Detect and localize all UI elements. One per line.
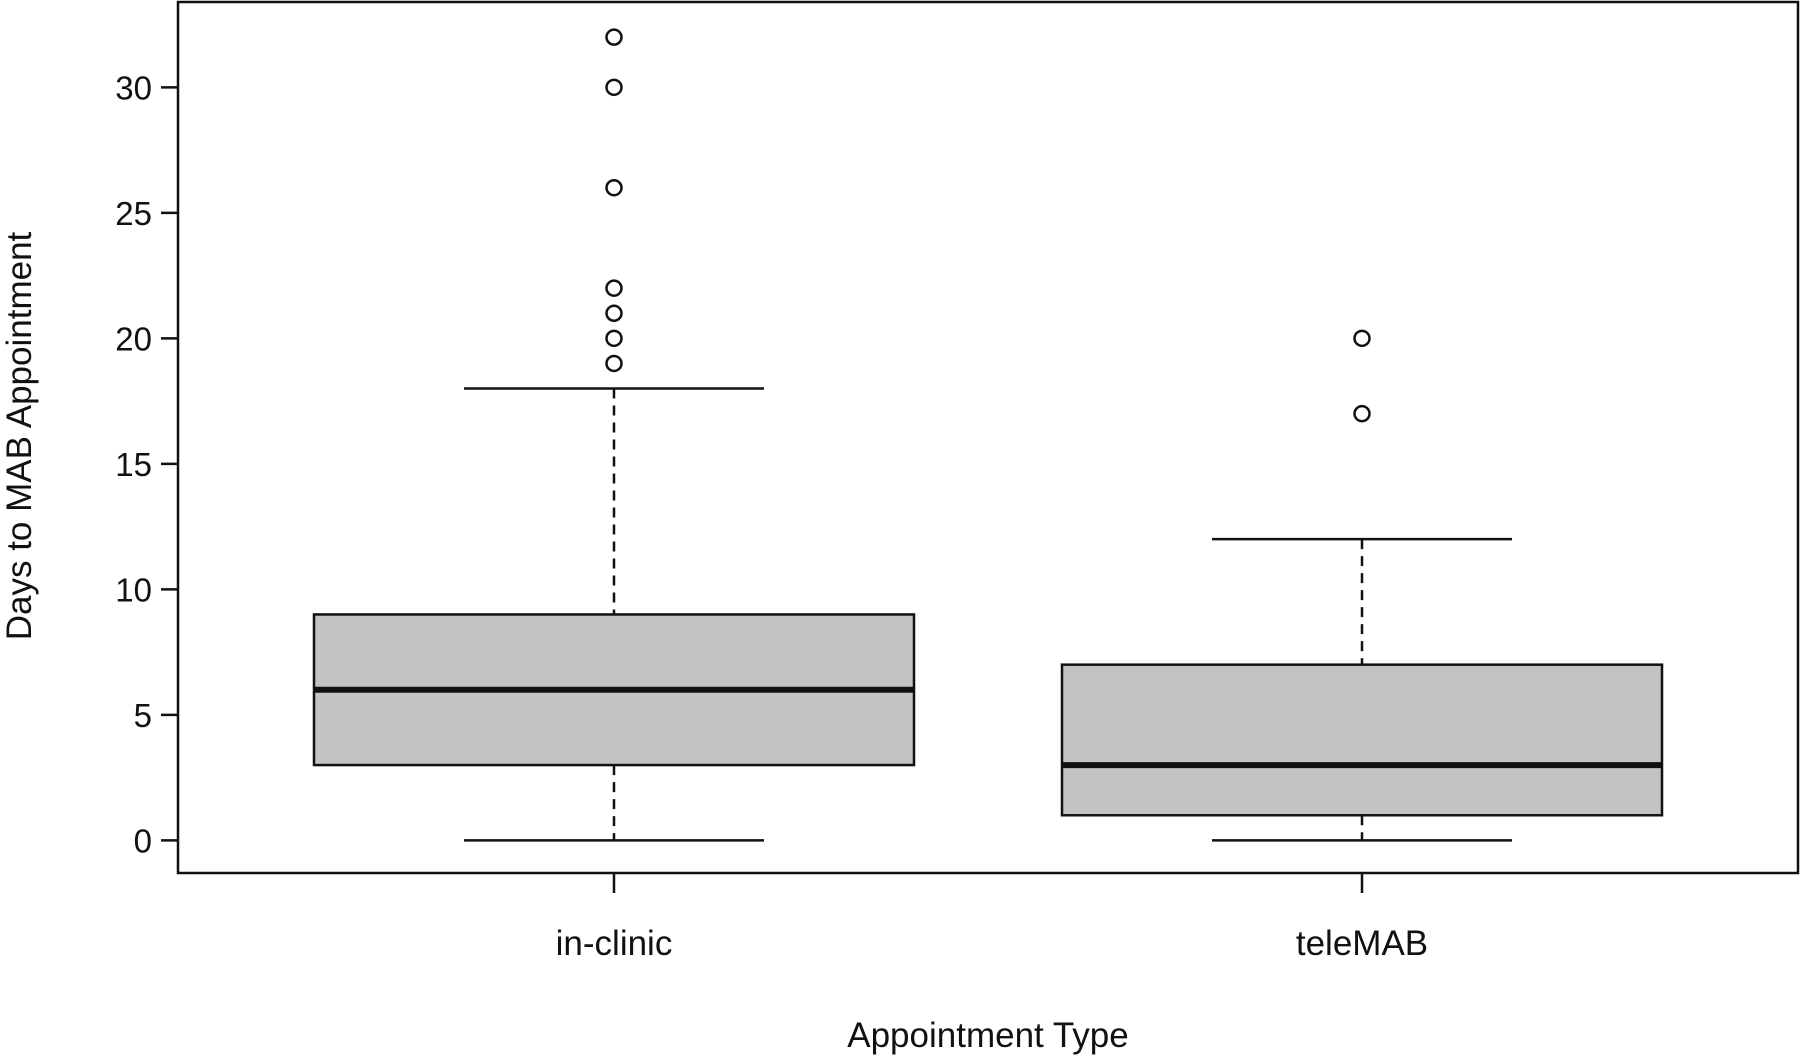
- x-axis-title: Appointment Type: [847, 1016, 1129, 1055]
- x-tick-label: in-clinic: [556, 924, 673, 963]
- iqr-box: [1060, 663, 1664, 817]
- y-tick-label: 30: [115, 69, 152, 106]
- box-group-teleMAB: [1060, 329, 1664, 842]
- outlier-point: [605, 329, 623, 348]
- box-series: [312, 28, 1664, 842]
- y-axis-title: Days to MAB Appointment: [0, 231, 39, 640]
- x-axis: in-clinic teleMAB: [556, 873, 1428, 963]
- y-tick-label: 10: [115, 571, 152, 608]
- outlier-point: [1353, 329, 1371, 348]
- outlier-point: [605, 354, 623, 373]
- outlier-point: [605, 304, 623, 323]
- plot-frame: [176, 0, 1800, 875]
- outlier-point: [605, 78, 623, 97]
- y-tick-label: 20: [115, 320, 152, 357]
- y-tick-label: 0: [134, 822, 152, 859]
- outlier-point: [1353, 404, 1371, 423]
- x-tick-label: teleMAB: [1296, 924, 1428, 963]
- y-tick-label: 25: [115, 195, 152, 232]
- box-group-in-clinic: [312, 28, 916, 842]
- outlier-point: [605, 28, 623, 46]
- outlier-point: [605, 279, 623, 297]
- outlier-point: [605, 178, 623, 197]
- y-tick-label: 5: [134, 697, 152, 734]
- y-tick-label: 15: [115, 446, 152, 483]
- y-axis: 0 5 10 15 20 25 30: [115, 69, 178, 859]
